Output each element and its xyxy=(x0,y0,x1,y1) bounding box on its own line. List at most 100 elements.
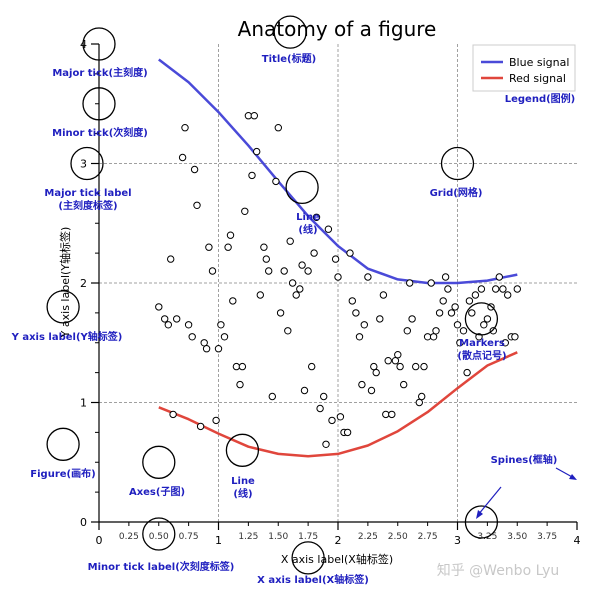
scatter-marker xyxy=(408,315,416,323)
scatter-marker xyxy=(296,285,304,293)
scatter-marker xyxy=(181,124,189,132)
x-minor-tick-label: 0.25 xyxy=(119,532,139,542)
scatter-marker xyxy=(253,147,261,156)
annotation-line: Y axis label(Y轴标签) xyxy=(11,330,123,343)
scatter-marker xyxy=(300,386,309,395)
legend-blue-label: Blue signal xyxy=(509,56,569,69)
scatter-marker xyxy=(268,392,276,401)
x-minor-tick-label: 3.50 xyxy=(507,532,527,542)
chart-title: Anatomy of a figure xyxy=(238,17,437,41)
y-major-tick-label: 3 xyxy=(80,158,87,171)
scatter-marker xyxy=(382,410,390,419)
scatter-marker xyxy=(190,165,199,174)
y-major-tick-label: 0 xyxy=(80,516,87,529)
scatter-marker xyxy=(250,112,259,120)
scatter-marker xyxy=(376,315,384,323)
scatter-marker xyxy=(415,398,423,407)
x-minor-tick-label: 3.75 xyxy=(537,532,557,542)
annotation-label-y-axis-label: Y axis label(Y轴标签) xyxy=(11,330,123,343)
annotation-label-major-tick-label: Major tick label (主刻度标签) xyxy=(44,188,131,212)
scatter-marker xyxy=(184,321,193,329)
scatter-marker xyxy=(400,380,408,389)
annotation-line: (线) xyxy=(298,223,317,236)
x-major-tick-label: 3 xyxy=(454,534,461,547)
scatter-marker xyxy=(284,327,292,335)
scatter-marker xyxy=(232,362,241,371)
scatter-marker xyxy=(265,267,273,275)
annotation-line: Spines(框轴) xyxy=(491,453,558,466)
scatter-marker xyxy=(495,273,503,281)
scatter-marker xyxy=(463,368,471,377)
scatter-marker xyxy=(334,273,342,281)
scatter-marker xyxy=(432,327,440,335)
scatter-marker xyxy=(451,303,459,311)
scatter-marker xyxy=(435,309,444,317)
scatter-marker xyxy=(358,380,366,389)
scatter-marker xyxy=(406,279,414,287)
legend: Blue signal Red signal xyxy=(472,44,576,92)
scatter-marker xyxy=(468,309,476,317)
annotation-label-line-top: Line (线) xyxy=(296,212,320,236)
scatter-marker xyxy=(193,201,201,210)
scatter-marker xyxy=(164,321,173,329)
spine-arrowhead-left xyxy=(476,510,483,519)
scatter-marker xyxy=(236,380,244,389)
annotation-marker-axes xyxy=(142,445,176,479)
x-minor-tick-label: 1.50 xyxy=(268,532,288,542)
scatter-marker xyxy=(456,339,464,347)
scatter-marker xyxy=(155,303,163,311)
legend-box xyxy=(472,44,576,92)
scatter-marker xyxy=(308,362,316,371)
scatter-marker xyxy=(492,285,500,293)
annotation-line: Title(标题) xyxy=(262,52,316,65)
scatter-marker xyxy=(276,309,285,317)
annotations: Major tick(主刻度) Minor tick(次刻度) Major tick… xyxy=(11,15,577,586)
x-minor-tick-label: 2.25 xyxy=(358,532,378,542)
scatter-marker xyxy=(178,153,187,162)
scatter-marker xyxy=(260,243,268,251)
scatter-marker xyxy=(477,285,486,293)
annotation-label-line-bottom: Line (线) xyxy=(231,476,255,500)
spine-arrowhead-right xyxy=(569,474,577,480)
scatter-marker xyxy=(312,213,321,222)
x-major-tick-label: 0 xyxy=(96,534,103,547)
annotation-line: X axis label(X轴标签) xyxy=(257,573,369,586)
annotation-label-x-axis-label: X axis label(X轴标签) xyxy=(257,573,369,586)
x-major-tick-label: 1 xyxy=(215,534,222,547)
scatter-marker xyxy=(173,315,181,323)
annotation-marker-major-tick-label xyxy=(70,146,104,181)
scatter-marker xyxy=(205,243,213,251)
annotation-line: Line xyxy=(231,476,255,487)
annotation-marker-figure xyxy=(46,427,80,461)
annotation-label-figure: Figure(画布) xyxy=(30,467,95,480)
scatter-marker xyxy=(161,315,169,323)
annotation-marker-line-top xyxy=(285,170,319,205)
scatter-marker xyxy=(208,267,217,275)
x-minor-tick-label: 2.75 xyxy=(418,532,438,542)
scatter-marker xyxy=(388,410,396,419)
scatter-marker xyxy=(471,291,480,299)
scatter-marker xyxy=(483,315,492,323)
x-minor-tick-label: 1.25 xyxy=(238,532,258,542)
y-major-tick-label: 1 xyxy=(80,397,87,410)
annotation-marker-y-axis-label xyxy=(46,290,80,324)
scatter-marker xyxy=(348,297,356,305)
annotation-line: Figure(画布) xyxy=(30,467,95,480)
scatter-marker xyxy=(391,357,400,365)
scatter-marker xyxy=(324,225,333,233)
scatter-marker xyxy=(310,249,318,257)
scatter-marker xyxy=(202,345,211,353)
scatter-marker xyxy=(423,333,432,341)
annotation-line: Major tick(主刻度) xyxy=(52,66,147,79)
scatter-marker xyxy=(214,345,223,353)
scatter-marker xyxy=(453,321,462,329)
annotation-line: Minor tick(次刻度) xyxy=(52,126,148,139)
scatter-marker xyxy=(212,416,220,425)
x-major-tick-label: 4 xyxy=(574,534,581,547)
scatter-marker xyxy=(501,339,509,347)
annotation-marker-major-tick xyxy=(82,27,116,61)
scatter-marker xyxy=(459,327,468,335)
scatter-marker xyxy=(396,362,404,371)
annotation-marker-minor-tick-label xyxy=(142,517,176,551)
